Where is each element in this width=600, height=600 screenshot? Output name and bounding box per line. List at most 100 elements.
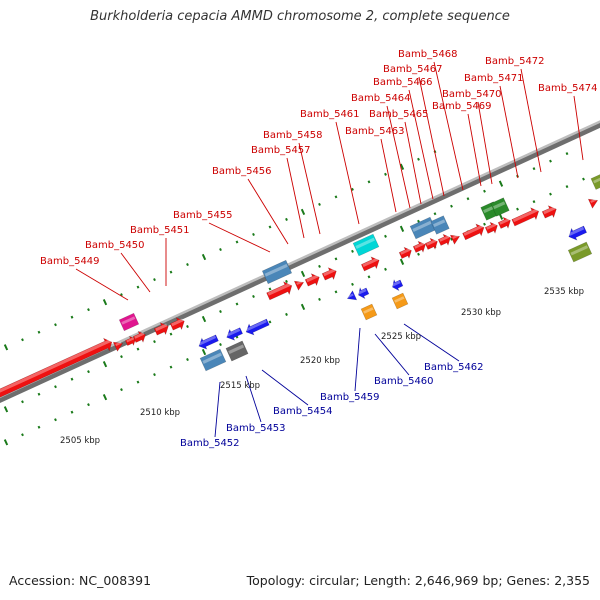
gene-feature [462, 223, 485, 241]
scale-tick [399, 258, 405, 265]
scale-tick [252, 232, 255, 236]
label-connector [467, 113, 482, 187]
scale-tick [87, 370, 90, 374]
scale-tick [186, 263, 189, 267]
scale-tick [483, 222, 486, 226]
gene-feature [199, 348, 227, 372]
scale-tick [268, 225, 272, 229]
scale-tick [300, 303, 306, 311]
label-connector [403, 323, 460, 362]
scale-tick [498, 180, 504, 187]
scale-tick [285, 217, 288, 221]
gene-label-lower: Bamb_5453 [226, 423, 286, 434]
scale-tick [120, 388, 123, 392]
gene-feature [590, 174, 600, 190]
scale-tick [87, 308, 90, 312]
scale-tick [153, 373, 156, 377]
label-connector [573, 95, 584, 161]
scale-tick [417, 157, 420, 161]
scale-tick [351, 282, 354, 286]
scale-tick [3, 406, 9, 413]
gene-feature [225, 340, 249, 362]
label-connector [261, 369, 309, 406]
label-connector [245, 375, 262, 423]
scale-tick [37, 392, 41, 396]
gene-feature [266, 281, 293, 301]
scale-tick [367, 275, 371, 279]
label-connectors [75, 61, 584, 438]
topology-summary: Topology: circular; Length: 2,646,969 bp… [246, 573, 590, 588]
scale-tick [582, 177, 585, 181]
gene-label-lower: Bamb_5460 [374, 376, 434, 387]
scale-tick [3, 439, 9, 446]
gene-feature [124, 335, 136, 347]
label-connector [354, 327, 361, 392]
scale-label: 2510 kbp [140, 408, 180, 418]
scale-tick [466, 197, 470, 201]
scale-tick [268, 320, 272, 324]
scale-tick [334, 290, 338, 294]
map-title: Burkholderia cepacia AMMD chromosome 2, … [90, 9, 510, 24]
gene-feature [587, 198, 599, 209]
gene-feature [346, 290, 358, 301]
gene-feature [568, 225, 588, 241]
scale-tick [70, 377, 74, 381]
scale-tick [37, 425, 41, 429]
accession-label: Accession: NC_008391 [9, 573, 152, 588]
gene-label-upper: Bamb_5470 [442, 89, 502, 100]
scale-tick [3, 344, 9, 351]
scale-tick [21, 433, 24, 437]
gene-feature [490, 197, 510, 217]
gene-feature [169, 317, 185, 331]
scale-tick [384, 267, 387, 271]
scale-tick [169, 365, 173, 369]
scale-tick [21, 400, 24, 404]
scale-label: 2505 kbp [60, 436, 100, 446]
scale-tick [219, 248, 222, 252]
scale-tick [285, 312, 288, 316]
gene-feature [360, 303, 378, 321]
scale-tick [399, 225, 405, 232]
scale-label: 2520 kbp [300, 356, 340, 366]
scale-tick [498, 213, 504, 220]
gene-label-upper: Bamb_5471 [464, 73, 524, 84]
scale-tick [565, 185, 569, 189]
scale-tick [70, 315, 74, 319]
scale-tick [87, 403, 90, 407]
gene-label-upper: Bamb_5464 [351, 93, 411, 104]
label-connector [286, 157, 305, 239]
scale-tick [516, 207, 519, 211]
scale-tick [285, 279, 288, 283]
label-connector [374, 333, 410, 376]
gene-label-upper: Bamb_5468 [398, 49, 458, 60]
gene-label-upper: Bamb_5449 [40, 256, 100, 267]
gene-labels: Bamb_5449 Bamb_5450 Bamb_5451 Bamb_5455 Bamb… [40, 49, 598, 449]
gene-feature [497, 216, 511, 229]
gene-feature [424, 237, 438, 250]
scale-tick [102, 361, 108, 368]
label-connector [298, 142, 321, 235]
gene-label-upper: Bamb_5450 [85, 240, 145, 251]
scale-tick [549, 159, 552, 163]
gene-label-upper: Bamb_5458 [263, 130, 323, 141]
scale-tick [54, 323, 57, 327]
scale-tick [219, 343, 222, 347]
gene-feature [112, 341, 124, 352]
label-connector [386, 105, 411, 209]
gene-feature [0, 337, 113, 398]
label-connector [408, 89, 434, 200]
gene-feature [391, 292, 409, 310]
gene-feature [132, 330, 146, 343]
label-connector [477, 101, 493, 185]
scale-tick [153, 278, 156, 282]
scale-tick [417, 252, 420, 256]
scale-tick [219, 310, 222, 314]
scale-tick [450, 204, 453, 208]
scale-tick [318, 297, 321, 301]
label-connector [120, 252, 151, 293]
scale-tick [318, 264, 321, 268]
label-connector [404, 121, 422, 205]
gene-label-upper: Bamb_5466 [373, 77, 433, 88]
gene-feature [352, 233, 380, 257]
